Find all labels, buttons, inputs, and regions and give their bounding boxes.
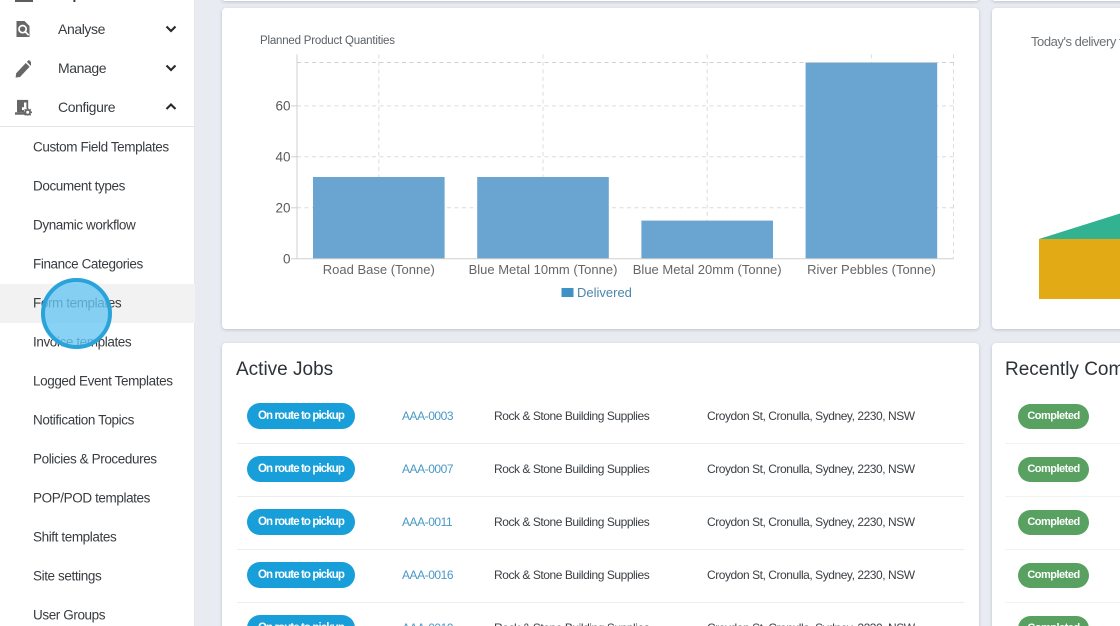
svg-text:Delivered: Delivered bbox=[577, 285, 632, 300]
svg-text:0: 0 bbox=[283, 252, 291, 267]
svg-text:40: 40 bbox=[275, 150, 290, 165]
svg-text:Blue Metal 10mm (Tonne): Blue Metal 10mm (Tonne) bbox=[469, 262, 618, 277]
svg-text:60: 60 bbox=[275, 99, 290, 114]
svg-text:Blue Metal 20mm (Tonne): Blue Metal 20mm (Tonne) bbox=[633, 262, 782, 277]
svg-text:River Pebbles (Tonne): River Pebbles (Tonne) bbox=[807, 262, 936, 277]
svg-text:20: 20 bbox=[275, 201, 290, 216]
svg-text:Road Base (Tonne): Road Base (Tonne) bbox=[323, 262, 435, 277]
